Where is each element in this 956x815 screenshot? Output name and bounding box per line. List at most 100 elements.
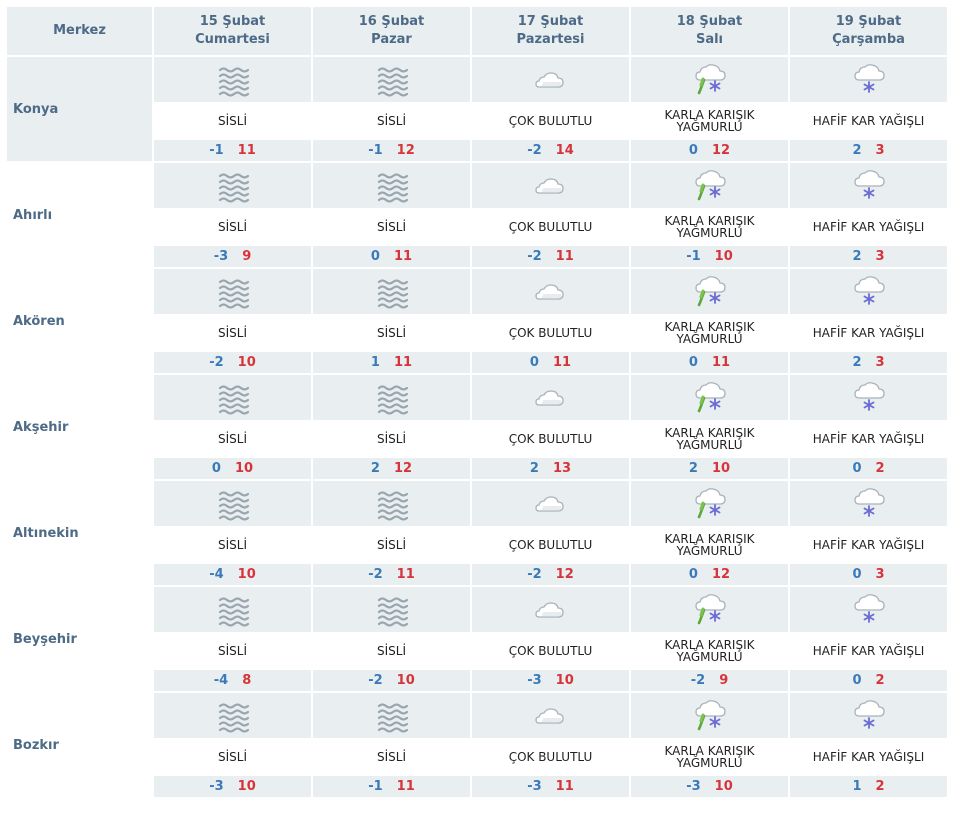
max-temperature: 10 xyxy=(711,461,731,476)
fog-icon xyxy=(375,487,409,521)
light-snow-icon xyxy=(852,487,886,521)
temperature-cell: 0 11 xyxy=(472,352,629,373)
day-date: 15 Şubat xyxy=(199,14,266,29)
fog-icon xyxy=(216,487,250,521)
min-temperature: -1 xyxy=(368,143,383,158)
weather-description: KARLA KARIŞIK YAĞMURLU xyxy=(631,210,788,244)
cloudy-icon xyxy=(534,275,568,309)
temperature-cell: 1 11 xyxy=(313,352,470,373)
min-temperature: 0 xyxy=(852,461,862,476)
cloudy-icon xyxy=(534,169,568,203)
min-temperature: -4 xyxy=(209,567,224,582)
sleet-icon xyxy=(693,63,727,97)
weather-icon-cell xyxy=(631,587,788,632)
weather-icon-cell xyxy=(472,587,629,632)
weather-description: SİSLİ xyxy=(154,528,311,562)
weather-icon-cell xyxy=(472,481,629,526)
max-temperature: 10 xyxy=(237,567,256,582)
temperature-cell: -1 10 xyxy=(631,246,788,267)
weather-icon-cell xyxy=(631,375,788,420)
weather-description: KARLA KARIŞIK YAĞMURLU xyxy=(631,104,788,138)
fog-icon xyxy=(216,381,250,415)
max-temperature: 10 xyxy=(396,673,415,688)
icon-row: Altınekin xyxy=(7,481,947,585)
icon-row: Akşehir xyxy=(7,375,947,479)
max-temperature: 11 xyxy=(555,779,574,794)
day-weekday: Pazar xyxy=(371,32,412,47)
temp-row: -4 10 -2 11 -2 12 0 12 0 3 xyxy=(7,564,947,585)
weather-description: SİSLİ xyxy=(313,528,470,562)
max-temperature: 12 xyxy=(555,567,574,582)
temperature-cell: 0 12 xyxy=(631,140,788,161)
max-temperature: 2 xyxy=(875,461,885,476)
cloudy-icon xyxy=(534,487,568,521)
temp-row: -1 11 -1 12 -2 14 0 12 2 3 xyxy=(7,140,947,161)
temperature-cell: 2 12 xyxy=(313,458,470,479)
max-temperature: 10 xyxy=(237,779,256,794)
max-temperature: 10 xyxy=(237,355,256,370)
temperature-cell: -3 10 xyxy=(472,670,629,691)
weather-description: SİSLİ xyxy=(154,316,311,350)
weather-icon-cell xyxy=(313,693,470,738)
cloudy-icon xyxy=(534,593,568,627)
weather-description: SİSLİ xyxy=(313,634,470,668)
fog-icon xyxy=(375,381,409,415)
max-temperature: 11 xyxy=(237,143,256,158)
temperature-cell: -2 10 xyxy=(154,352,311,373)
light-snow-icon xyxy=(852,593,886,627)
weather-icon-cell xyxy=(631,481,788,526)
day-date: 16 Şubat xyxy=(358,14,425,29)
weather-description: ÇOK BULUTLU xyxy=(472,316,629,350)
weather-description: SİSLİ xyxy=(313,316,470,350)
max-temperature: 11 xyxy=(393,355,413,370)
cloudy-icon xyxy=(534,699,568,733)
weather-icon-cell xyxy=(154,57,311,102)
temperature-cell: -2 11 xyxy=(472,246,629,267)
city-name: Akören xyxy=(7,269,152,373)
temperature-cell: 0 12 xyxy=(631,564,788,585)
day-weekday: Cumartesi xyxy=(195,32,270,47)
day-header: 18 Şubat Salı xyxy=(631,7,788,55)
weather-description: HAFİF KAR YAĞIŞLI xyxy=(790,740,947,774)
max-temperature: 11 xyxy=(711,355,731,370)
temperature-cell: 0 10 xyxy=(154,458,311,479)
weather-description: SİSLİ xyxy=(313,210,470,244)
temperature-cell: -1 12 xyxy=(313,140,470,161)
weather-description: SİSLİ xyxy=(313,104,470,138)
weather-description: ÇOK BULUTLU xyxy=(472,634,629,668)
light-snow-icon xyxy=(852,275,886,309)
weather-icon-cell xyxy=(790,587,947,632)
desc-row: SİSLİ SİSLİ ÇOK BULUTLU KARLA KARIŞIK YAĞMU… xyxy=(7,104,947,138)
header-row: Merkez 15 Şubat Cumartesi 16 Şubat Pazar 1… xyxy=(7,7,947,55)
desc-row: SİSLİ SİSLİ ÇOK BULUTLU KARLA KARIŞIK YAĞMU… xyxy=(7,422,947,456)
icon-row: Konya xyxy=(7,57,947,161)
temperature-cell: -2 14 xyxy=(472,140,629,161)
max-temperature: 10 xyxy=(555,673,574,688)
weather-icon-cell xyxy=(154,481,311,526)
weather-description: SİSLİ xyxy=(154,422,311,456)
fog-icon xyxy=(216,699,250,733)
max-temperature: 3 xyxy=(875,567,885,582)
weather-description: SİSLİ xyxy=(154,634,311,668)
max-temperature: 2 xyxy=(875,673,885,688)
weather-icon-cell xyxy=(313,57,470,102)
min-temperature: 0 xyxy=(688,567,698,582)
min-temperature: 2 xyxy=(370,461,380,476)
weather-icon-cell xyxy=(472,57,629,102)
weather-description: HAFİF KAR YAĞIŞLI xyxy=(790,316,947,350)
weather-description: HAFİF KAR YAĞIŞLI xyxy=(790,210,947,244)
city-name: Konya xyxy=(7,57,152,161)
weather-icon-cell xyxy=(631,269,788,314)
temp-row: 0 10 2 12 2 13 2 10 0 2 xyxy=(7,458,947,479)
max-temperature: 12 xyxy=(711,143,731,158)
desc-row: SİSLİ SİSLİ ÇOK BULUTLU KARLA KARIŞIK YAĞMU… xyxy=(7,528,947,562)
min-temperature: -1 xyxy=(209,143,224,158)
fog-icon xyxy=(375,699,409,733)
weather-icon-cell xyxy=(790,375,947,420)
temperature-cell: 0 11 xyxy=(631,352,788,373)
weather-description: SİSLİ xyxy=(154,104,311,138)
